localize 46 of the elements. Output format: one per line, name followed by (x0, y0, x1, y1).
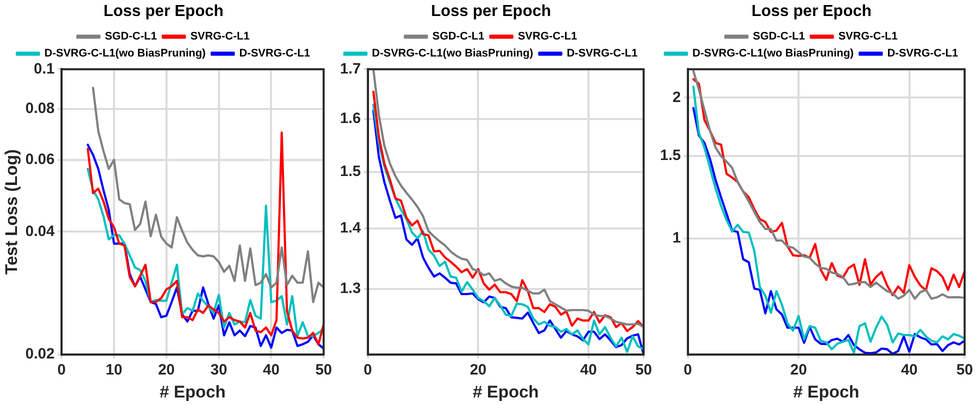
x-tick-label: 0 (684, 362, 692, 379)
legend-label: D-SVRG-C-L1 (566, 48, 638, 60)
legend-label: SVRG-C-L1 (838, 30, 898, 43)
y-tick-label: 0.04 (25, 222, 56, 240)
x-tick-label: 50 (315, 362, 332, 379)
y-tick-label: 0.1 (34, 60, 55, 78)
chart-title: Loss per Epoch (103, 3, 224, 20)
chart-title: Loss per Epoch (751, 3, 872, 20)
legend-label: D-SVRG-C-L1(wo BiasPruning) (692, 48, 854, 60)
y-tick-label: 1.5 (340, 162, 361, 180)
y-tick-label: 1.4 (340, 219, 362, 236)
y-axis-title: Test Loss (Log) (2, 149, 21, 275)
legend-label: D-SVRG-C-L1(wo BiasPruning) (372, 48, 534, 60)
x-tick-label: 50 (635, 362, 652, 379)
y-tick-label: 0.02 (25, 346, 55, 363)
legend-label: D-SVRG-C-L1 (239, 48, 310, 60)
legend-label: SVRG-C-L1 (518, 30, 578, 43)
x-tick-label: 20 (470, 362, 487, 379)
x-tick-label: 40 (580, 362, 597, 379)
legend-label: D-SVRG-C-L1 (887, 48, 958, 60)
y-tick-label: 2 (672, 88, 681, 106)
chart-title: Loss per Epoch (430, 3, 552, 20)
y-tick-label: 1 (672, 230, 681, 247)
legend-label: SVRG-C-L1 (190, 30, 250, 43)
x-axis-title: # Epoch (160, 382, 226, 402)
x-tick-label: 40 (262, 362, 280, 379)
legend-label: SGD-C-L1 (104, 30, 157, 43)
legend-label: SGD-C-L1 (432, 30, 484, 43)
x-tick-label: 40 (900, 362, 918, 379)
x-axis-title: # Epoch (472, 382, 539, 402)
y-tick-label: 1.6 (340, 110, 361, 128)
legend-label: D-SVRG-C-L1(wo BiasPruning) (44, 48, 206, 60)
y-tick-label: 1.5 (660, 147, 681, 164)
x-tick-label: 20 (158, 362, 175, 379)
legend-label: SGD-C-L1 (752, 30, 805, 43)
x-tick-label: 30 (210, 362, 228, 379)
x-tick-label: 50 (956, 362, 973, 379)
x-tick-label: 20 (790, 362, 807, 379)
x-tick-label: 10 (106, 362, 122, 379)
x-tick-label: 0 (364, 362, 372, 379)
y-tick-label: 1.3 (340, 280, 361, 298)
y-tick-label: 1.7 (340, 60, 361, 78)
y-tick-label: 0.08 (25, 100, 55, 117)
x-axis-title: # Epoch (793, 382, 860, 402)
x-tick-label: 0 (57, 362, 66, 379)
y-tick-label: 0.06 (25, 150, 55, 168)
